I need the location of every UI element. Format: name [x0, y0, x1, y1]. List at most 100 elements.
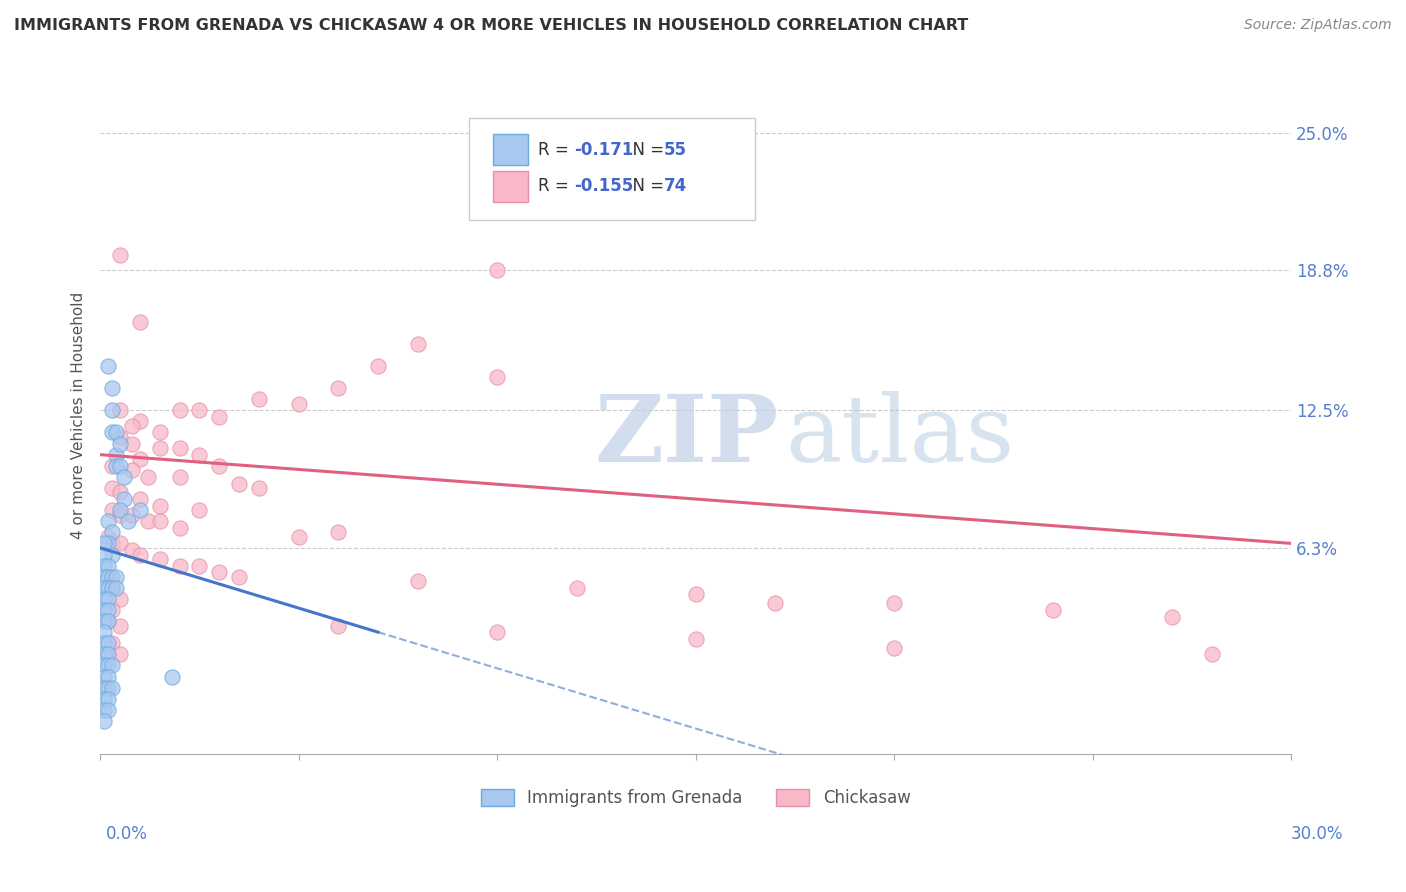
- Point: [128, 548, 150, 562]
- Point: [328, 381, 350, 395]
- Point: [108, 458, 131, 473]
- Point: [486, 263, 509, 277]
- Point: [228, 476, 250, 491]
- FancyBboxPatch shape: [494, 135, 527, 165]
- Text: atlas: atlas: [785, 391, 1014, 481]
- Point: [97, 603, 120, 617]
- Point: [128, 491, 150, 506]
- Point: [97, 558, 120, 573]
- Point: [136, 514, 159, 528]
- Point: [149, 552, 172, 566]
- Point: [128, 314, 150, 328]
- Point: [108, 648, 131, 662]
- Point: [97, 614, 120, 628]
- Point: [287, 530, 309, 544]
- Point: [108, 503, 131, 517]
- Point: [108, 403, 131, 417]
- Point: [97, 669, 120, 683]
- Point: [328, 525, 350, 540]
- Point: [97, 648, 120, 662]
- Point: [97, 570, 120, 584]
- Point: [93, 714, 115, 728]
- Point: [93, 591, 115, 606]
- Point: [101, 536, 124, 550]
- Point: [101, 425, 124, 440]
- Point: [169, 441, 191, 455]
- Point: [565, 581, 588, 595]
- Text: 30.0%: 30.0%: [1291, 825, 1343, 843]
- Point: [1201, 648, 1223, 662]
- Point: [112, 491, 135, 506]
- Point: [108, 430, 131, 444]
- Point: [93, 648, 115, 662]
- Point: [93, 603, 115, 617]
- Point: [101, 581, 124, 595]
- Point: [121, 543, 143, 558]
- Point: [112, 470, 135, 484]
- Point: [149, 441, 172, 455]
- Point: [93, 570, 115, 584]
- Point: [97, 581, 120, 595]
- Point: [108, 536, 131, 550]
- Point: [105, 448, 128, 462]
- Point: [160, 669, 183, 683]
- Point: [97, 691, 120, 706]
- Point: [128, 452, 150, 467]
- Point: [93, 625, 115, 640]
- Point: [105, 458, 128, 473]
- Point: [101, 636, 124, 650]
- Point: [247, 392, 270, 407]
- Point: [97, 359, 120, 373]
- Text: 74: 74: [664, 178, 686, 195]
- Point: [101, 503, 124, 517]
- Point: [97, 658, 120, 673]
- Point: [97, 514, 120, 528]
- Text: -0.171: -0.171: [574, 141, 634, 159]
- Point: [108, 508, 131, 522]
- Y-axis label: 4 or more Vehicles in Household: 4 or more Vehicles in Household: [72, 293, 86, 540]
- Point: [169, 558, 191, 573]
- Text: N =: N =: [621, 141, 669, 159]
- Point: [93, 536, 115, 550]
- Point: [93, 558, 115, 573]
- Point: [101, 581, 124, 595]
- Point: [97, 536, 120, 550]
- Point: [188, 503, 211, 517]
- Point: [97, 591, 120, 606]
- Point: [883, 640, 905, 655]
- Point: [93, 691, 115, 706]
- Point: [188, 558, 211, 573]
- Point: [105, 581, 128, 595]
- FancyBboxPatch shape: [470, 118, 755, 219]
- Point: [208, 566, 231, 580]
- Text: Source: ZipAtlas.com: Source: ZipAtlas.com: [1244, 18, 1392, 32]
- Point: [328, 618, 350, 632]
- Point: [188, 448, 211, 462]
- Point: [149, 514, 172, 528]
- Point: [105, 570, 128, 584]
- Point: [93, 548, 115, 562]
- Text: R =: R =: [538, 141, 575, 159]
- Point: [105, 425, 128, 440]
- Point: [149, 425, 172, 440]
- Point: [101, 481, 124, 495]
- Point: [128, 503, 150, 517]
- Text: 0.0%: 0.0%: [105, 825, 148, 843]
- Point: [101, 548, 124, 562]
- Point: [486, 625, 509, 640]
- Text: R =: R =: [538, 178, 575, 195]
- Text: 55: 55: [664, 141, 686, 159]
- Point: [93, 681, 115, 695]
- FancyBboxPatch shape: [494, 171, 527, 202]
- Point: [97, 614, 120, 628]
- Point: [101, 658, 124, 673]
- Point: [101, 403, 124, 417]
- Point: [117, 514, 139, 528]
- Point: [93, 581, 115, 595]
- Point: [93, 703, 115, 717]
- Point: [169, 521, 191, 535]
- Point: [121, 436, 143, 450]
- Point: [1161, 609, 1184, 624]
- Point: [121, 463, 143, 477]
- Point: [169, 470, 191, 484]
